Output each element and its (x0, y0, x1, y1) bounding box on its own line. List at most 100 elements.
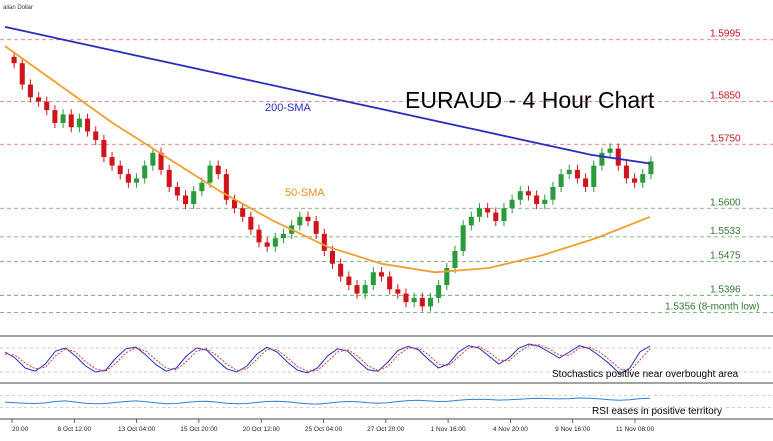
candle-body-56 (468, 216, 474, 226)
candle-body-73 (607, 148, 613, 153)
candle-body-2 (27, 84, 33, 98)
x-tick-label-9: 9 Nov 16:00 (555, 426, 590, 433)
candle-body-77 (640, 174, 646, 183)
candle-body-37 (313, 221, 319, 234)
candle-body-29 (248, 216, 254, 230)
rsi-line-0 (4, 397, 651, 405)
candle-body-20 (174, 186, 180, 196)
candle-body-41 (346, 276, 352, 286)
candle-body-62 (517, 191, 523, 200)
candle-body-35 (297, 216, 303, 226)
x-tick-label-10: 11 Nov 08:00 (616, 426, 655, 433)
moving-averages (4, 26, 651, 274)
candle-body-66 (550, 186, 556, 200)
candle-body-9 (85, 118, 91, 132)
candle-body-31 (264, 242, 270, 247)
x-tick-label-5: 25 Oct 04:00 (305, 426, 343, 433)
candle-body-78 (648, 161, 654, 175)
level-labels: 1.5995 1.5850 1.5750 1.5600 1.5533 1.5475 1.53… (665, 29, 760, 313)
sma-50-label: 50-SMA (285, 187, 325, 199)
candle-body-52 (436, 285, 442, 298)
candle-body-1 (19, 63, 25, 85)
candle-body-74 (615, 148, 621, 166)
candle-body-15 (134, 178, 140, 183)
candle-body-51 (427, 297, 434, 307)
level-label-5: 1.5475 (710, 251, 741, 262)
candle-body-13 (117, 165, 123, 175)
candle-body-50 (419, 297, 425, 307)
x-tick-label-4: 20 Oct 12:00 (243, 426, 281, 433)
sma-line-1 (4, 45, 651, 274)
candle-body-53 (444, 268, 450, 286)
candle-body-42 (354, 285, 360, 294)
candle-body-48 (403, 293, 409, 303)
candle-body-11 (101, 140, 107, 158)
candles (11, 51, 654, 312)
corner-label: alian Dollar (3, 5, 33, 11)
x-tick-label-6: 27 Oct 20:00 (367, 426, 405, 433)
candle-body-30 (256, 229, 262, 243)
candle-body-70 (583, 178, 589, 187)
candle-body-23 (199, 182, 205, 192)
candle-body-68 (566, 169, 572, 175)
candle-body-65 (542, 199, 548, 204)
candle-body-57 (476, 208, 482, 217)
candle-body-16 (142, 165, 148, 179)
candle-body-22 (191, 191, 197, 204)
candle-body-43 (362, 285, 368, 294)
sma-200-label: 200-SMA (265, 102, 312, 114)
stoch-line-0 (4, 343, 651, 375)
candle-body-8 (76, 118, 82, 128)
candle-body-40 (338, 263, 344, 277)
x-tick-label-8: 4 Nov 20:00 (493, 426, 528, 433)
candle-body-64 (534, 195, 540, 204)
candle-body-26 (223, 174, 229, 200)
x-tick-label-7: 1 Nov 16:00 (431, 426, 466, 433)
stoch-line-1 (4, 344, 651, 372)
candle-body-24 (207, 165, 213, 183)
level-lines (0, 39, 773, 313)
candle-body-27 (231, 199, 238, 209)
candle-body-5 (52, 110, 58, 123)
candle-body-47 (395, 289, 401, 294)
level-label-2: 1.5750 (710, 133, 741, 144)
candle-body-33 (280, 233, 287, 239)
candle-body-44 (370, 272, 376, 286)
candle-body-17 (150, 152, 156, 166)
candle-body-21 (183, 195, 189, 204)
candle-body-45 (378, 272, 385, 277)
candle-body-25 (215, 165, 221, 175)
candle-body-32 (272, 238, 278, 247)
rsi-annotation: RSI eases in positive territory (592, 406, 722, 417)
candle-body-76 (632, 178, 638, 183)
level-label-1: 1.5850 (710, 91, 741, 102)
level-label-7: 1.5356 (8-month low) (665, 301, 760, 312)
candle-body-60 (501, 208, 507, 222)
candle-body-28 (240, 208, 246, 217)
candle-body-54 (452, 250, 458, 268)
candle-body-3 (36, 97, 42, 102)
candle-body-0 (11, 56, 17, 64)
level-label-4: 1.5533 (710, 226, 741, 237)
candle-body-55 (460, 225, 466, 251)
stochastics-annotation: Stochastics positive near overbought are… (552, 369, 739, 380)
chart-title: EURAUD - 4 Hour Chart (405, 87, 655, 113)
candle-body-61 (509, 199, 515, 209)
candle-body-6 (60, 114, 66, 123)
sma-line-0 (4, 26, 651, 165)
candle-body-7 (68, 114, 74, 128)
x-tick-label-1: 8 Oct 12:00 (57, 426, 91, 433)
candle-body-10 (93, 131, 99, 140)
level-label-3: 1.5600 (710, 197, 741, 208)
level-label-6: 1.5396 (710, 284, 741, 295)
candle-body-58 (485, 208, 491, 213)
candle-body-69 (574, 169, 580, 179)
x-tick-label-3: 15 Oct 20:00 (180, 426, 218, 433)
candle-body-75 (623, 165, 629, 179)
candle-body-49 (411, 297, 417, 303)
candle-body-59 (493, 212, 499, 222)
candle-body-14 (125, 174, 131, 183)
candle-body-19 (166, 169, 172, 187)
candle-body-67 (558, 174, 564, 187)
